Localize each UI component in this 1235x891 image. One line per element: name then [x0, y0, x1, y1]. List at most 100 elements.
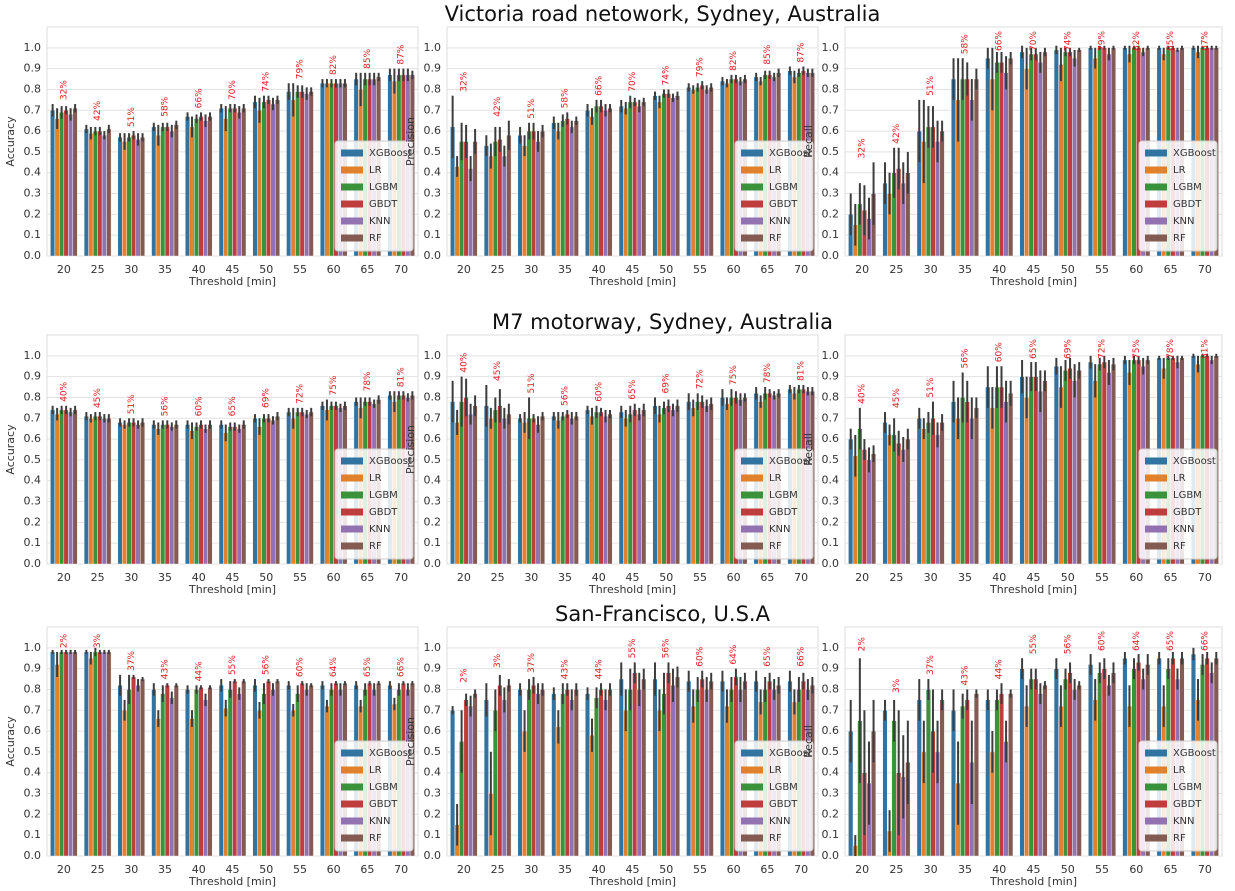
- annotation: 32%: [59, 80, 69, 100]
- bar: [189, 126, 195, 257]
- x-tick-label: 25: [491, 263, 505, 276]
- x-tick-label: 20: [855, 863, 869, 876]
- bar: [203, 699, 208, 857]
- bar: [189, 718, 195, 857]
- legend-swatch: [741, 525, 763, 533]
- annotation: 72%: [695, 369, 705, 389]
- bar: [169, 130, 175, 257]
- bar: [627, 689, 633, 857]
- y-tick-label: 0.6: [24, 724, 42, 737]
- bar: [517, 689, 523, 857]
- annotation: 85%: [363, 48, 373, 68]
- bar: [555, 130, 561, 257]
- y-tick-label: 0.3: [24, 187, 42, 200]
- bar: [304, 689, 310, 857]
- legend-label: KNN: [1173, 216, 1195, 227]
- bar: [589, 735, 595, 857]
- legend-label: LR: [1173, 165, 1186, 176]
- bar: [463, 397, 469, 565]
- bar: [257, 110, 262, 257]
- bar: [1024, 397, 1030, 565]
- x-tick-label: 45: [226, 863, 240, 876]
- annotation: 79%: [1098, 31, 1108, 51]
- x-tick-label: 65: [1164, 863, 1178, 876]
- legend-swatch: [1145, 234, 1167, 242]
- bar: [173, 124, 179, 257]
- bar: [573, 689, 579, 857]
- bar: [135, 424, 141, 565]
- bar: [1097, 672, 1103, 857]
- legend-swatch: [1145, 200, 1167, 208]
- bar: [328, 83, 334, 257]
- bar: [295, 411, 301, 565]
- x-tick-label: 20: [57, 863, 71, 876]
- bar: [299, 411, 305, 565]
- y-tick-label: 1.0: [424, 641, 442, 654]
- bar: [173, 685, 179, 857]
- annotation: 58%: [960, 34, 970, 54]
- bar: [887, 434, 893, 565]
- bar: [261, 101, 267, 257]
- legend-swatch: [341, 749, 363, 757]
- y-tick-label: 0.2: [424, 807, 442, 820]
- bar: [63, 409, 69, 565]
- bar: [641, 409, 647, 565]
- bar: [603, 415, 608, 565]
- bar: [472, 693, 478, 857]
- bar: [328, 689, 334, 857]
- bar: [164, 685, 170, 857]
- legend-label: GBDT: [369, 199, 398, 210]
- x-tick-label: 55: [1095, 863, 1109, 876]
- bar: [117, 685, 123, 857]
- bar: [1076, 370, 1082, 565]
- bar: [724, 403, 730, 565]
- bar: [308, 91, 314, 257]
- annotation: 56%: [262, 655, 272, 675]
- bar: [1076, 685, 1082, 857]
- legend-swatch: [341, 217, 363, 225]
- y-tick-label: 1.0: [24, 349, 42, 362]
- annotation: 75%: [329, 375, 339, 395]
- bar: [1106, 685, 1112, 857]
- x-tick-label: 50: [659, 863, 673, 876]
- y-tick-label: 0.8: [822, 82, 840, 95]
- y-tick-label: 0.1: [24, 536, 42, 549]
- bar: [1131, 668, 1137, 857]
- annotation: 56%: [1063, 634, 1073, 654]
- x-tick-label: 30: [924, 263, 938, 276]
- annotation: 69%: [262, 388, 272, 408]
- y-tick-label: 0.2: [24, 207, 42, 220]
- legend-label: KNN: [369, 216, 391, 227]
- annotation: 58%: [161, 96, 171, 116]
- y-tick-label: 0.2: [24, 515, 42, 528]
- bar: [1106, 372, 1112, 565]
- x-tick-label: 55: [693, 863, 707, 876]
- bar: [636, 413, 642, 565]
- annotation: 2%: [59, 633, 69, 648]
- bar: [670, 685, 676, 857]
- x-axis-label: Threshold [min]: [989, 275, 1077, 288]
- bar: [454, 422, 460, 565]
- y-tick-label: 1.0: [24, 641, 42, 654]
- legend-label: LR: [369, 165, 382, 176]
- bar: [985, 386, 991, 565]
- bar: [623, 107, 629, 257]
- y-tick-label: 0.8: [24, 82, 42, 95]
- y-tick-label: 0.4: [24, 766, 42, 779]
- bar: [1122, 47, 1128, 257]
- bar: [59, 112, 65, 257]
- y-tick-label: 1.0: [822, 349, 840, 362]
- bar: [1126, 705, 1132, 857]
- bar: [1126, 53, 1132, 257]
- x-tick-label: 50: [659, 571, 673, 584]
- annotation: 60%: [295, 657, 305, 677]
- y-axis-label: Precision: [404, 425, 417, 474]
- legend-label: GBDT: [369, 799, 398, 810]
- bar: [861, 449, 867, 565]
- bar: [160, 126, 166, 257]
- bar: [573, 120, 579, 257]
- legend-label: GBDT: [769, 199, 798, 210]
- y-axis-label: Accuracy: [4, 424, 17, 475]
- bar: [88, 418, 94, 565]
- annotation: 74%: [262, 71, 272, 91]
